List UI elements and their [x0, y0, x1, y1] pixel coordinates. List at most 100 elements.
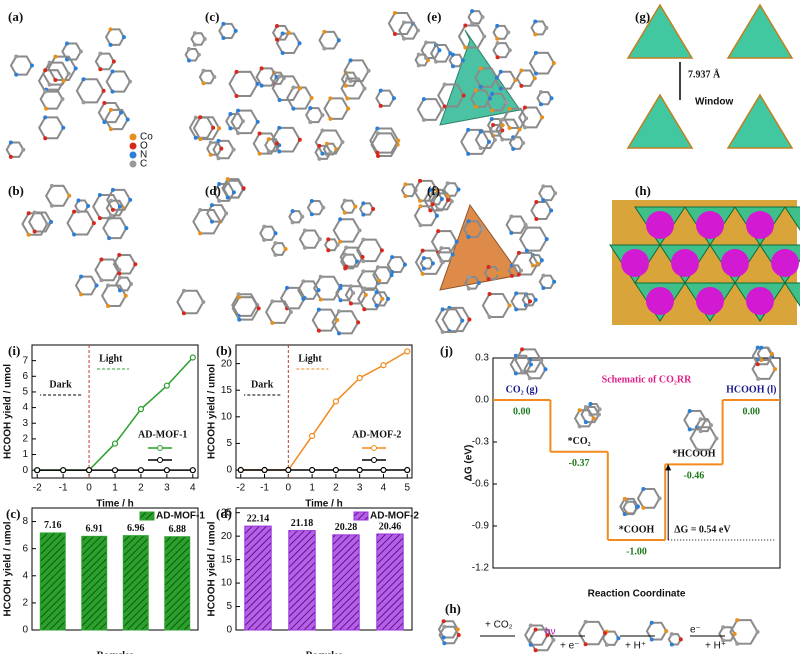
- atom: [482, 34, 487, 39]
- atom: [124, 226, 129, 231]
- atom: [237, 317, 242, 322]
- ring: [437, 83, 465, 108]
- molecule-structure: [645, 620, 683, 647]
- ring: [74, 199, 90, 213]
- ring: [213, 182, 236, 202]
- atom: [108, 42, 113, 47]
- ring: [460, 128, 491, 155]
- atom: [288, 310, 293, 315]
- ring: [198, 69, 216, 85]
- scheme-text: + CO₂: [485, 620, 513, 631]
- ring: [286, 86, 313, 110]
- atom: [473, 104, 478, 109]
- atom-legend-label: O: [140, 141, 148, 152]
- atom: [26, 232, 31, 237]
- atom: [756, 376, 761, 381]
- atom: [356, 320, 361, 325]
- atom: [283, 247, 288, 252]
- ring: [580, 405, 601, 424]
- atom: [302, 245, 307, 250]
- atom: [302, 228, 307, 233]
- bar: [288, 530, 316, 631]
- atom: [320, 128, 325, 133]
- bar: [332, 534, 360, 631]
- atom: [217, 181, 222, 186]
- atom: [321, 205, 326, 210]
- atom: [522, 105, 527, 110]
- data-point: [285, 466, 292, 474]
- tetrahedron: [626, 93, 694, 149]
- bar: [376, 533, 404, 631]
- x-axis-label: Time / h: [96, 499, 134, 510]
- atom: [297, 137, 302, 142]
- molecule-structure: [751, 345, 778, 381]
- atom: [649, 620, 654, 625]
- ring: [357, 287, 384, 311]
- ring: [74, 275, 98, 296]
- atom: [355, 259, 360, 264]
- chart-title: Schematic of CO₂RR: [602, 374, 692, 385]
- atom: [418, 178, 423, 183]
- atom: [273, 241, 278, 246]
- atom: [436, 229, 441, 234]
- cage-sphere: [721, 249, 749, 277]
- panel-label: (h): [445, 601, 461, 616]
- data-point: [356, 466, 363, 474]
- y-tick-label: -0.9: [472, 521, 490, 532]
- x-axis-label: Recycles: [97, 650, 134, 654]
- tetrahedron: [784, 206, 800, 231]
- atom: [121, 35, 126, 40]
- atom: [486, 139, 491, 144]
- atom: [374, 303, 379, 308]
- atom: [117, 204, 122, 209]
- y-axis-label: ΔG (eV): [464, 445, 475, 482]
- atom: [322, 29, 327, 34]
- ring: [355, 238, 384, 263]
- ring: [356, 270, 381, 291]
- atom: [224, 211, 229, 216]
- atom: [583, 404, 588, 409]
- ring: [430, 230, 458, 254]
- atom: [98, 51, 103, 56]
- ring: [66, 210, 96, 236]
- atom: [641, 505, 646, 510]
- annotation: Dark: [251, 379, 274, 390]
- atom: [181, 288, 186, 293]
- atom: [455, 627, 460, 632]
- value-label: -0.37: [569, 458, 590, 469]
- ring: [318, 30, 340, 50]
- atom: [524, 248, 529, 253]
- panel-label: (b): [8, 183, 24, 198]
- plot-frame: [235, 507, 413, 631]
- atom: [328, 116, 333, 121]
- ring: [413, 205, 439, 227]
- scheme-text: + H⁺: [625, 641, 646, 652]
- ring: [481, 292, 511, 319]
- ring: [221, 178, 245, 199]
- atom: [520, 347, 525, 352]
- atom: [99, 257, 104, 262]
- ring: [271, 126, 301, 153]
- atom: [257, 151, 262, 156]
- data-point: [404, 466, 411, 474]
- atom: [541, 198, 546, 203]
- atom: [290, 209, 295, 214]
- ring: [270, 242, 287, 256]
- ring: [314, 144, 332, 160]
- atom: [669, 642, 674, 647]
- atom: [687, 427, 692, 432]
- atom: [375, 126, 380, 131]
- ring: [92, 194, 122, 220]
- atom: [47, 82, 52, 87]
- atom: [49, 183, 54, 188]
- x-tick-label: 4: [381, 483, 387, 494]
- y-tick-label: 0.3: [475, 353, 489, 364]
- ring: [112, 253, 137, 275]
- atom: [513, 371, 518, 376]
- ring: [104, 28, 126, 46]
- atom: [420, 271, 425, 276]
- ring: [508, 136, 525, 150]
- x-tick-label: 0: [286, 483, 292, 494]
- atom: [755, 362, 760, 367]
- atom: [221, 36, 226, 41]
